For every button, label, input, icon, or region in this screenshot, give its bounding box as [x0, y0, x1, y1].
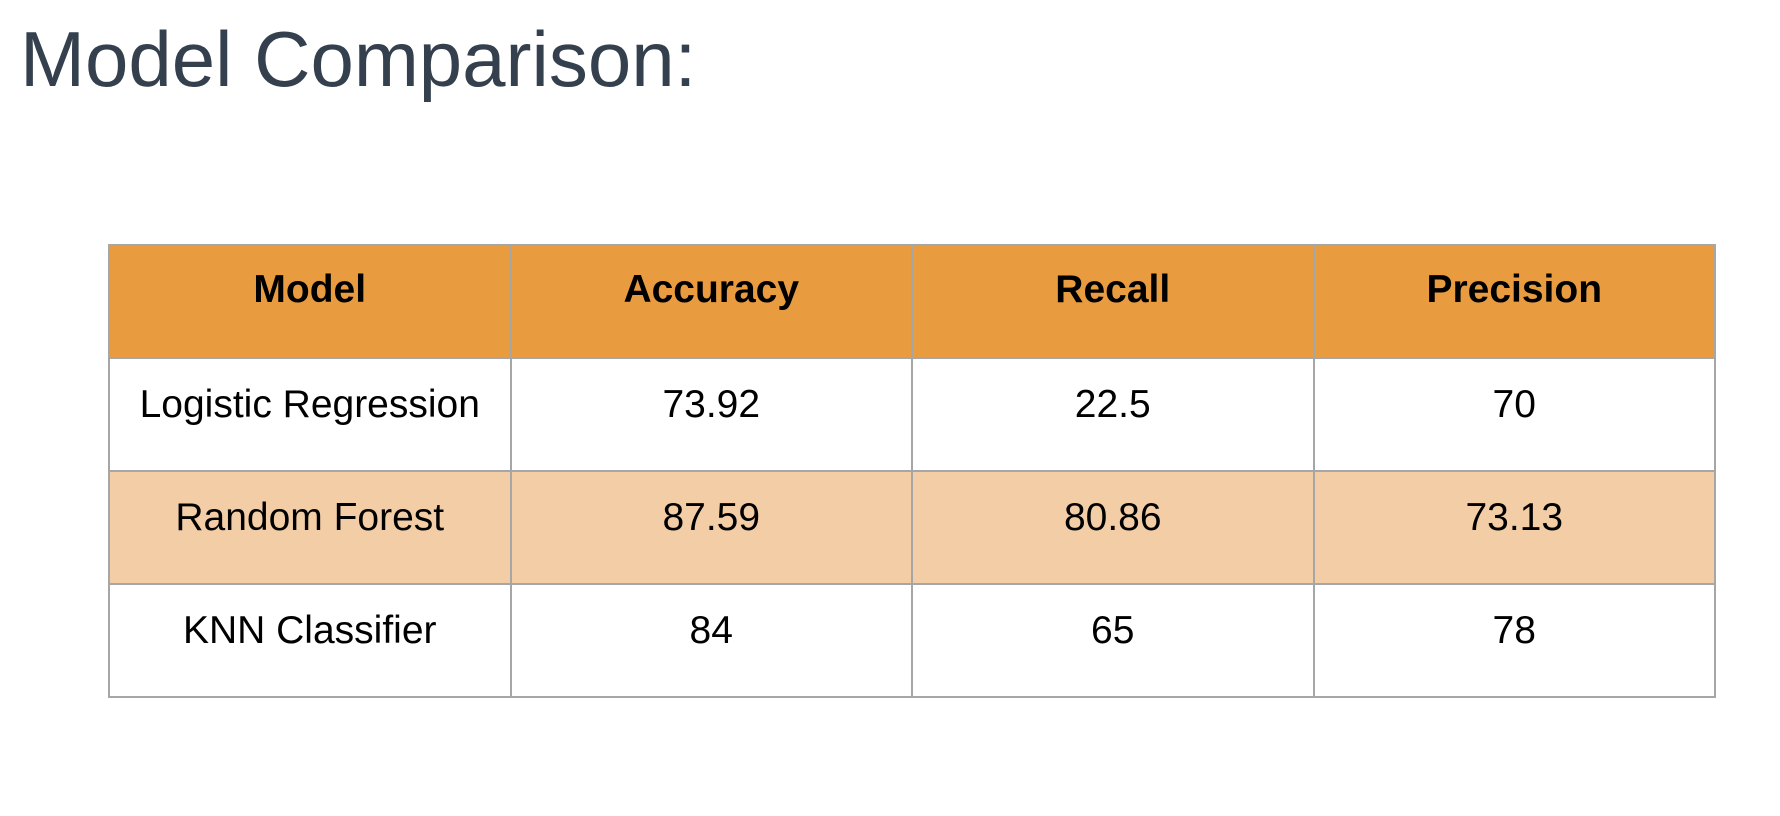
column-header-model: Model [108, 244, 512, 359]
accuracy-cell: 73.92 [509, 357, 913, 472]
recall-cell: 65 [911, 583, 1315, 698]
column-header-precision: Precision [1312, 244, 1716, 359]
model-comparison-table: Model Accuracy Recall Precision Logistic… [108, 244, 1716, 698]
column-header-accuracy: Accuracy [509, 244, 913, 359]
page-title: Model Comparison: [20, 15, 697, 103]
model-name-cell: Logistic Regression [108, 357, 512, 472]
model-name-cell: KNN Classifier [108, 583, 512, 698]
precision-cell: 78 [1312, 583, 1716, 698]
model-name-cell: Random Forest [108, 470, 512, 585]
table-row: Logistic Regression 73.92 22.5 70 [108, 357, 1716, 472]
table-header-row: Model Accuracy Recall Precision [108, 244, 1716, 359]
table-row: Random Forest 87.59 80.86 73.13 [108, 470, 1716, 585]
recall-cell: 22.5 [911, 357, 1315, 472]
accuracy-cell: 87.59 [509, 470, 913, 585]
column-header-recall: Recall [911, 244, 1315, 359]
precision-cell: 70 [1312, 357, 1716, 472]
recall-cell: 80.86 [911, 470, 1315, 585]
table-row: KNN Classifier 84 65 78 [108, 583, 1716, 698]
accuracy-cell: 84 [509, 583, 913, 698]
precision-cell: 73.13 [1312, 470, 1716, 585]
